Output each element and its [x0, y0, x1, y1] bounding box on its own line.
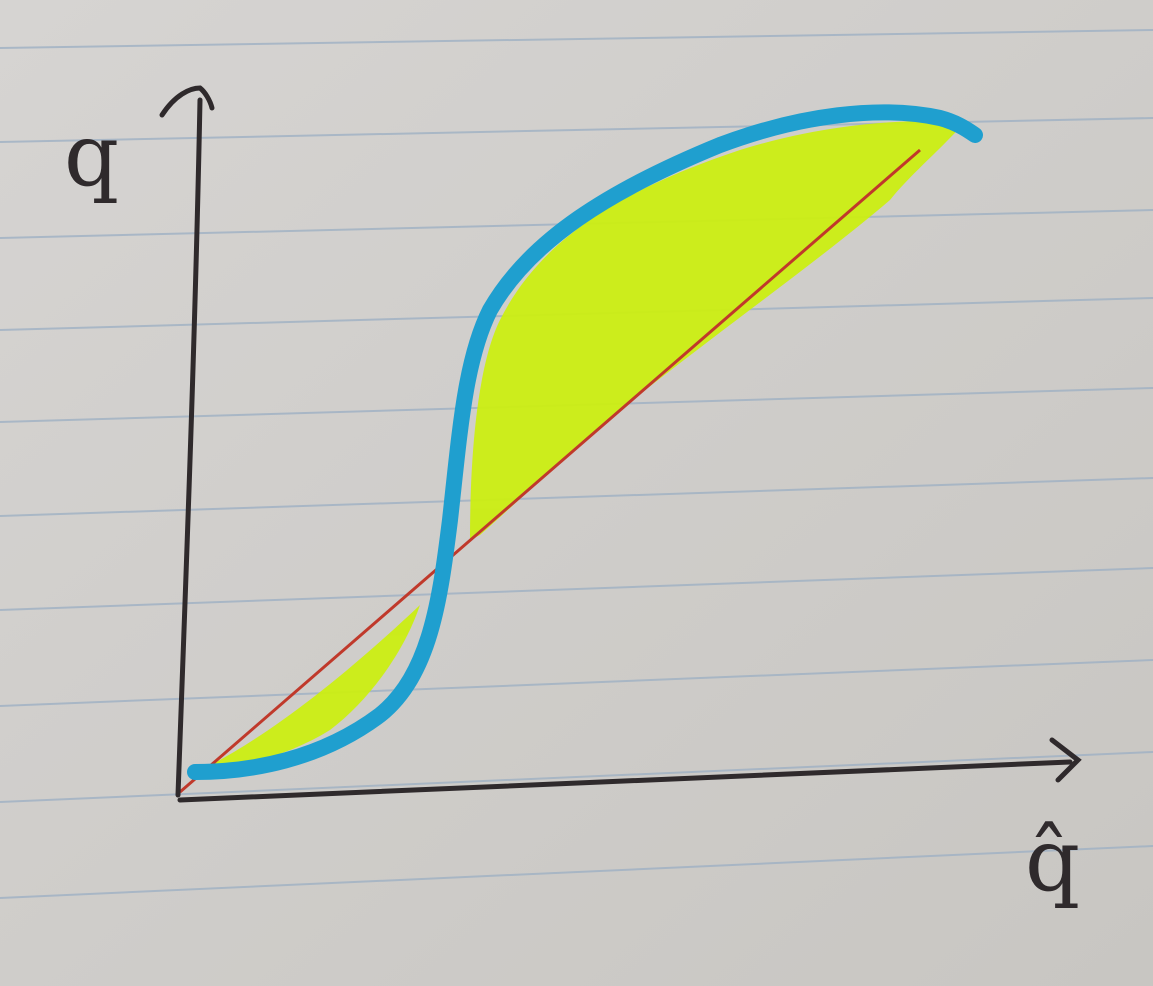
y-axis-label: q — [64, 106, 119, 206]
x-axis-label: q̂ — [1025, 811, 1080, 911]
curve — [187, 104, 983, 780]
axes — [159, 85, 1082, 803]
highlight — [205, 120, 965, 768]
diagonal-line — [179, 148, 921, 794]
